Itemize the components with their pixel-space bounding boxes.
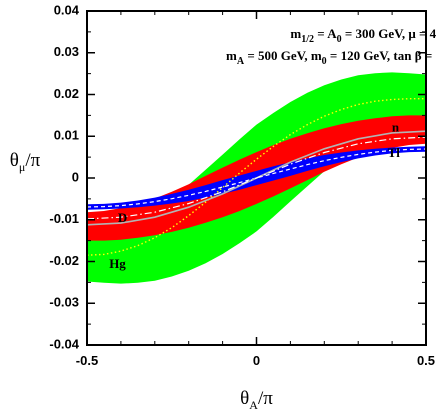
y-tick-label: 0 <box>72 169 79 184</box>
annotation-params-line-2: mA = 500 GeV, m0 = 120 GeV, tan β = 10 <box>226 48 436 67</box>
labels-layer: Hg D Tl n -0.5 0 0.5 0.04 0.03 0.02 0.01 0 -0.01 -0.0… <box>10 2 436 412</box>
y-tick-label: -0.01 <box>49 211 79 226</box>
y-tick-label: 0.03 <box>54 44 79 59</box>
y-tick-label: -0.02 <box>49 253 79 268</box>
y-tick-label: 0.04 <box>54 2 80 17</box>
y-tick-label: -0.04 <box>49 336 79 351</box>
x-tick-label: 0.5 <box>417 353 435 368</box>
curve-label-tl: Tl <box>388 145 401 160</box>
y-tick-label: 0.01 <box>54 128 79 143</box>
lines-layer <box>86 97 427 256</box>
curve-label-hg: Hg <box>109 256 126 271</box>
x-tick-label: -0.5 <box>76 353 98 368</box>
x-tick-label: 0 <box>253 353 260 368</box>
y-tick-label: 0.02 <box>54 86 79 101</box>
curve-label-n: n <box>392 120 400 135</box>
band-center-tl <box>86 148 427 208</box>
ticks-layer <box>86 10 427 346</box>
x-axis-label: θA/π <box>240 388 273 412</box>
y-tick-label: -0.03 <box>49 295 79 310</box>
y-axis-label: θμ/π <box>10 150 41 174</box>
annotation-params-line-1: m1/2 = A0 = 300 GeV, μ = 450 GeV <box>290 26 436 45</box>
curve-label-d: D <box>118 210 127 225</box>
line-series-5 <box>86 136 427 220</box>
